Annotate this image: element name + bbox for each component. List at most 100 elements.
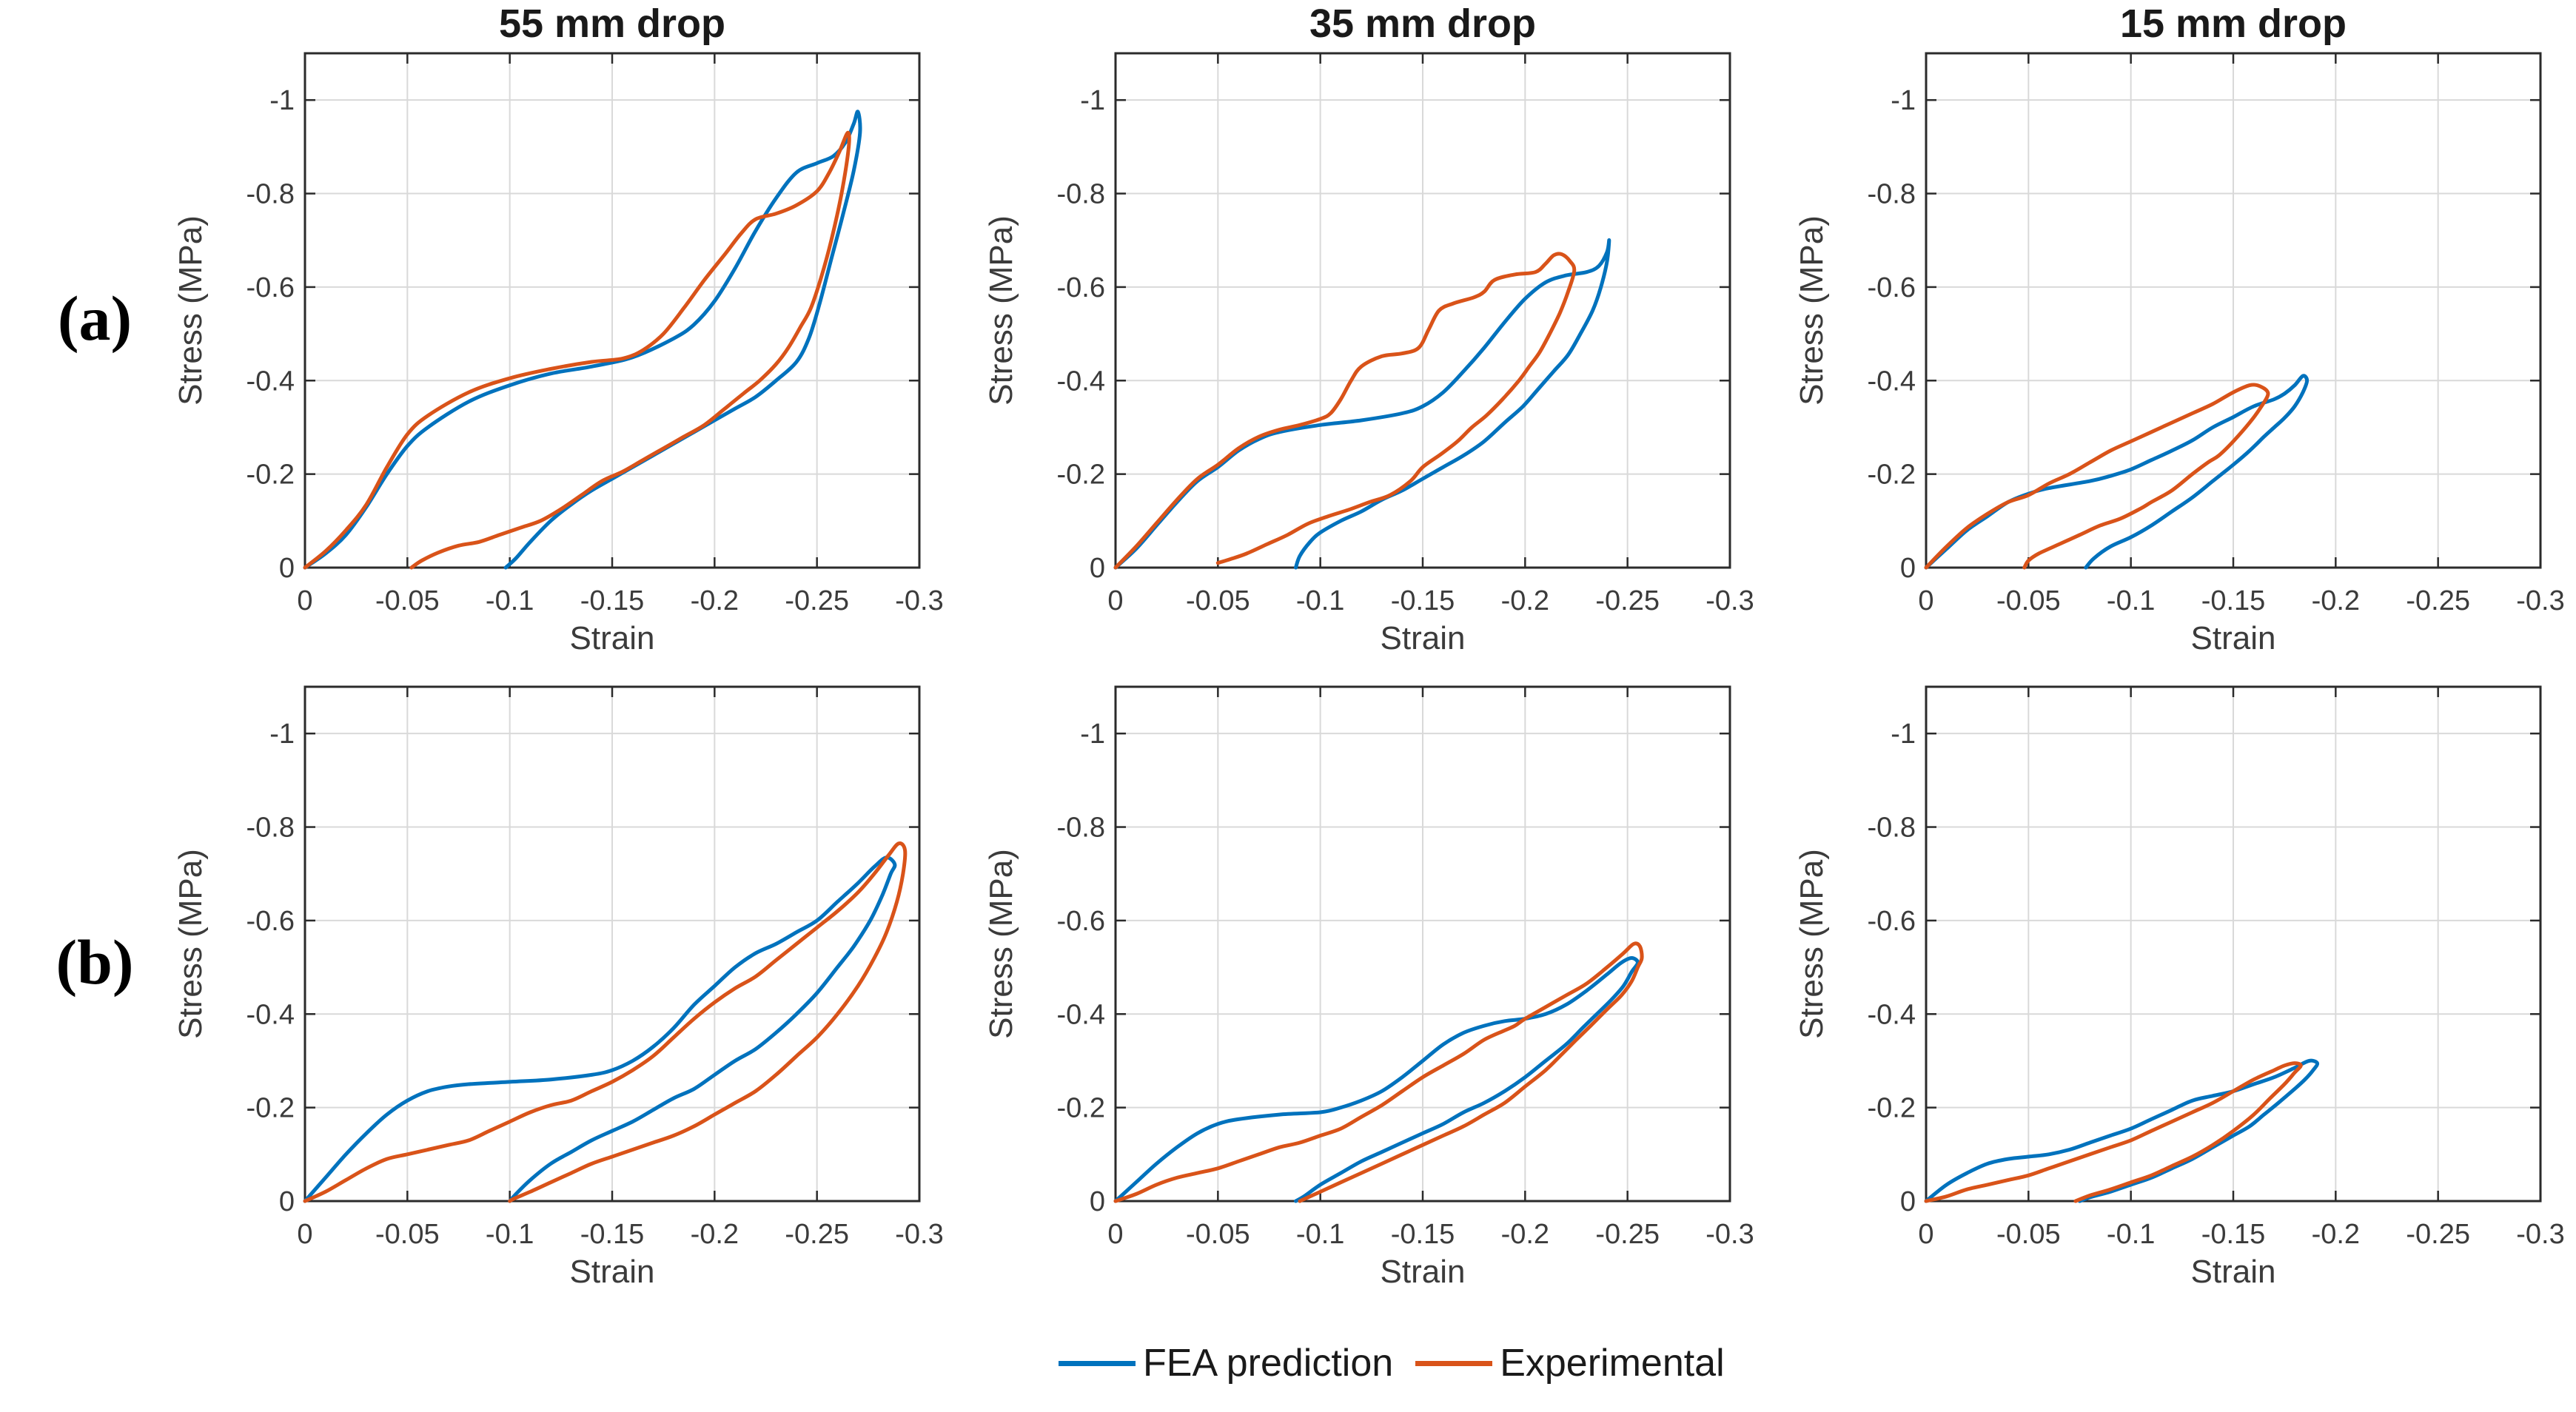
- svg-text:-0.05: -0.05: [375, 1219, 440, 1250]
- svg-text:-0.2: -0.2: [1868, 1093, 1916, 1124]
- svg-text:-0.2: -0.2: [691, 1219, 739, 1250]
- svg-text:0: 0: [1107, 585, 1123, 616]
- svg-text:-0.4: -0.4: [1057, 366, 1105, 397]
- svg-text:0: 0: [297, 585, 312, 616]
- svg-text:Strain: Strain: [2191, 620, 2276, 656]
- svg-text:-0.15: -0.15: [2201, 1219, 2266, 1250]
- svg-text:-0.3: -0.3: [1705, 1219, 1754, 1250]
- svg-text:-0.6: -0.6: [1057, 906, 1105, 937]
- svg-text:-0.2: -0.2: [1501, 1219, 1549, 1250]
- svg-text:-0.8: -0.8: [1057, 179, 1105, 210]
- row-label-a: (a): [57, 283, 133, 354]
- svg-text:-0.2: -0.2: [246, 460, 295, 491]
- svg-text:Stress (MPa): Stress (MPa): [172, 215, 209, 406]
- svg-text:-0.2: -0.2: [1868, 460, 1916, 491]
- svg-text:-0.2: -0.2: [2312, 1219, 2360, 1250]
- svg-text:-0.4: -0.4: [1057, 999, 1105, 1030]
- svg-text:-0.25: -0.25: [2406, 585, 2470, 616]
- svg-text:-0.8: -0.8: [246, 813, 295, 844]
- svg-text:-0.25: -0.25: [1595, 1219, 1660, 1250]
- svg-text:Stress (MPa): Stress (MPa): [983, 849, 1019, 1039]
- svg-text:35 mm drop: 35 mm drop: [1309, 1, 1536, 46]
- svg-text:-1: -1: [1080, 719, 1105, 750]
- svg-text:-0.25: -0.25: [785, 585, 849, 616]
- svg-text:0: 0: [279, 1186, 295, 1217]
- svg-text:-0.6: -0.6: [246, 906, 295, 937]
- legend-label-experimental: Experimental: [1500, 1342, 1725, 1385]
- svg-text:-0.3: -0.3: [895, 1219, 943, 1250]
- legend-line-sample-fea: [1059, 1360, 1136, 1366]
- svg-text:-0.6: -0.6: [1868, 906, 1916, 937]
- svg-text:-1: -1: [1891, 719, 1916, 750]
- svg-text:-0.2: -0.2: [2312, 585, 2360, 616]
- svg-text:-0.15: -0.15: [1391, 585, 1455, 616]
- legend: FEA prediction Experimental: [1059, 1341, 1725, 1385]
- svg-text:-0.3: -0.3: [1705, 585, 1754, 616]
- svg-text:-0.15: -0.15: [1391, 1219, 1455, 1250]
- svg-text:15 mm drop: 15 mm drop: [2120, 1, 2347, 46]
- svg-text:Stress (MPa): Stress (MPa): [1794, 849, 1830, 1039]
- svg-text:-0.05: -0.05: [1996, 1219, 2061, 1250]
- svg-text:-0.4: -0.4: [1868, 999, 1916, 1030]
- svg-text:-0.15: -0.15: [580, 585, 645, 616]
- subplot-b-35mm-drop: 0 -0.05 -0.1 -0.15 -0.2 -0.25 -0.3 0 -0.2 -0.4 -0.…: [938, 633, 1767, 1333]
- svg-text:-0.4: -0.4: [246, 366, 295, 397]
- svg-text:-1: -1: [1891, 85, 1916, 116]
- svg-text:-0.05: -0.05: [1996, 585, 2061, 616]
- subplot-a-15mm-drop: 0 -0.05 -0.1 -0.15 -0.2 -0.25 -0.3 0 -0.2 -0.4 -0.…: [1748, 0, 2576, 699]
- svg-text:-1: -1: [269, 719, 295, 750]
- svg-text:-0.05: -0.05: [1186, 1219, 1250, 1250]
- svg-text:Stress (MPa): Stress (MPa): [1794, 215, 1830, 406]
- svg-text:0: 0: [1090, 1186, 1105, 1217]
- svg-text:-0.15: -0.15: [2201, 585, 2266, 616]
- svg-text:-0.2: -0.2: [1057, 1093, 1105, 1124]
- svg-text:Stress (MPa): Stress (MPa): [172, 849, 209, 1039]
- svg-text:-0.2: -0.2: [691, 585, 739, 616]
- svg-text:-0.05: -0.05: [1186, 585, 1250, 616]
- svg-text:-0.25: -0.25: [785, 1219, 849, 1250]
- subplot-b-15mm-drop: 0 -0.05 -0.1 -0.15 -0.2 -0.25 -0.3 0 -0.2 -0.4 -0.…: [1748, 633, 2576, 1333]
- subplot-b-55mm-drop: 0 -0.05 -0.1 -0.15 -0.2 -0.25 -0.3 0 -0.2 -0.4 -0.…: [127, 633, 956, 1333]
- svg-text:-0.3: -0.3: [2516, 1219, 2564, 1250]
- svg-text:Strain: Strain: [570, 620, 655, 656]
- svg-text:0: 0: [1900, 553, 1916, 584]
- svg-text:-0.1: -0.1: [486, 1219, 534, 1250]
- subplot-a-35mm-drop: 0 -0.05 -0.1 -0.15 -0.2 -0.25 -0.3 0 -0.2 -0.4 -0.…: [938, 0, 1767, 699]
- svg-text:-0.3: -0.3: [2516, 585, 2564, 616]
- svg-text:Strain: Strain: [2191, 1254, 2276, 1290]
- svg-text:-0.2: -0.2: [1501, 585, 1549, 616]
- svg-text:-0.8: -0.8: [1868, 179, 1916, 210]
- svg-text:-0.25: -0.25: [1595, 585, 1660, 616]
- svg-text:-0.25: -0.25: [2406, 1219, 2470, 1250]
- svg-text:-0.1: -0.1: [486, 585, 534, 616]
- svg-text:-0.15: -0.15: [580, 1219, 645, 1250]
- svg-text:-0.1: -0.1: [1296, 1219, 1344, 1250]
- svg-text:-0.8: -0.8: [246, 179, 295, 210]
- svg-text:-0.6: -0.6: [1868, 272, 1916, 303]
- svg-text:-0.8: -0.8: [1868, 813, 1916, 844]
- svg-text:-0.4: -0.4: [246, 999, 295, 1030]
- subplot-a-55mm-drop: 0 -0.05 -0.1 -0.15 -0.2 -0.25 -0.3 0 -0.2 -0.4 -0.…: [127, 0, 956, 699]
- svg-text:0: 0: [1918, 585, 1933, 616]
- svg-text:-0.05: -0.05: [375, 585, 440, 616]
- svg-text:Strain: Strain: [1381, 620, 1466, 656]
- svg-text:Stress (MPa): Stress (MPa): [983, 215, 1019, 406]
- svg-text:0: 0: [297, 1219, 312, 1250]
- svg-text:55 mm drop: 55 mm drop: [499, 1, 725, 46]
- svg-text:0: 0: [1090, 553, 1105, 584]
- svg-text:-0.6: -0.6: [246, 272, 295, 303]
- svg-text:Strain: Strain: [570, 1254, 655, 1290]
- svg-text:Strain: Strain: [1381, 1254, 1466, 1290]
- legend-line-sample-experimental: [1415, 1360, 1493, 1366]
- svg-text:-0.3: -0.3: [895, 585, 943, 616]
- svg-text:0: 0: [1918, 1219, 1933, 1250]
- row-label-b: (b): [56, 927, 134, 998]
- svg-text:0: 0: [1107, 1219, 1123, 1250]
- svg-text:-0.2: -0.2: [1057, 460, 1105, 491]
- svg-text:-1: -1: [1080, 85, 1105, 116]
- svg-text:0: 0: [279, 553, 295, 584]
- svg-text:0: 0: [1900, 1186, 1916, 1217]
- svg-text:-0.1: -0.1: [2107, 1219, 2155, 1250]
- svg-text:-0.6: -0.6: [1057, 272, 1105, 303]
